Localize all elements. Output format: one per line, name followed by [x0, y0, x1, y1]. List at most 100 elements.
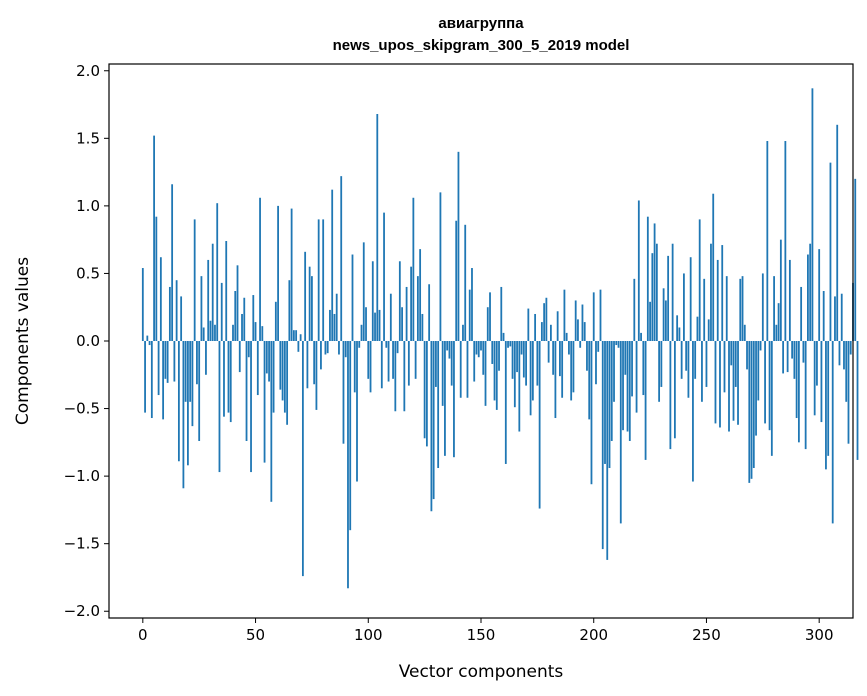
- bar-287: [788, 259, 791, 341]
- bar-181: [549, 324, 552, 341]
- bar-190: [570, 341, 573, 401]
- bar-59: [274, 301, 277, 341]
- bar-175: [536, 341, 539, 386]
- bar-36: [223, 341, 225, 417]
- bar-210: [615, 341, 618, 346]
- bar-142: [462, 324, 464, 341]
- y-axis-ticks: 2.0 1.5 1.0 0.5 0.0 −0.5 −1.0 −1.5 −2.0: [64, 62, 109, 620]
- bar-187: [563, 289, 566, 341]
- bar-28: [205, 341, 207, 375]
- bar-96: [358, 341, 361, 348]
- bar-223: [644, 341, 647, 460]
- bar-141: [459, 341, 462, 398]
- bar-23: [193, 219, 196, 341]
- bar-240: [683, 273, 685, 341]
- bar-105: [378, 309, 381, 341]
- bar-80: [322, 219, 325, 341]
- bar-156: [493, 341, 496, 401]
- bar-84: [331, 189, 334, 341]
- bar-22: [191, 341, 194, 427]
- bar-153: [486, 307, 489, 341]
- bar-92: [349, 341, 352, 531]
- bar-8: [159, 257, 162, 341]
- bar-298: [813, 341, 816, 416]
- bar-128: [430, 341, 433, 512]
- bar-306: [831, 341, 834, 524]
- bar-291: [797, 341, 800, 443]
- bar-4: [150, 341, 153, 419]
- bar-307: [834, 296, 836, 341]
- bar-100: [367, 341, 370, 379]
- bar-165: [513, 341, 516, 408]
- bar-216: [628, 341, 631, 441]
- bar-268: [746, 341, 748, 370]
- bar-161: [504, 341, 507, 464]
- bar-116: [403, 341, 406, 412]
- bar-124: [421, 313, 424, 341]
- bar-46: [245, 341, 248, 441]
- bar-252: [710, 243, 712, 341]
- bar-283: [779, 239, 782, 341]
- bar-140: [457, 151, 460, 341]
- bar-12: [168, 286, 171, 341]
- bar-222: [642, 341, 645, 396]
- bar-55: [265, 341, 268, 374]
- bar-125: [423, 341, 426, 439]
- bar-131: [437, 341, 440, 469]
- bar-54: [263, 341, 266, 463]
- bar-63: [283, 341, 286, 413]
- bar-17: [180, 296, 183, 341]
- bar-170: [525, 341, 527, 386]
- bar-53: [261, 326, 264, 341]
- bar-19: [184, 341, 187, 402]
- bar-305: [829, 162, 832, 341]
- bar-122: [416, 276, 419, 341]
- bar-245: [694, 341, 697, 379]
- bar-74: [308, 266, 311, 341]
- bar-133: [441, 341, 444, 406]
- bar-267: [743, 324, 746, 341]
- bar-109: [387, 341, 390, 382]
- bar-196: [583, 322, 586, 341]
- x-tick-label-4: 200: [579, 626, 608, 644]
- bar-164: [511, 341, 514, 379]
- bar-127: [428, 284, 431, 341]
- bar-167: [518, 341, 521, 432]
- bar-221: [640, 332, 642, 341]
- bar-121: [414, 341, 417, 379]
- bar-212: [619, 341, 622, 524]
- bar-20: [187, 341, 189, 466]
- bar-145: [468, 289, 471, 341]
- bar-215: [626, 341, 629, 432]
- bar-276: [764, 341, 766, 424]
- bar-297: [811, 88, 814, 341]
- x-axis-label: Vector components: [399, 662, 564, 682]
- bar-203: [599, 289, 602, 341]
- bar-149: [477, 341, 480, 358]
- bar-108: [385, 341, 388, 348]
- bar-26: [200, 276, 203, 341]
- bar-90: [344, 341, 347, 358]
- bar-217: [631, 341, 633, 397]
- bar-81: [324, 341, 327, 355]
- bar-273: [757, 341, 760, 401]
- bar-78: [317, 219, 320, 341]
- y-tick-label-3: 0.5: [76, 264, 100, 282]
- bar-29: [207, 259, 210, 341]
- bar-136: [448, 341, 451, 359]
- bar-243: [689, 257, 692, 341]
- bar-274: [759, 341, 762, 351]
- bar-239: [680, 341, 683, 379]
- bar-117: [405, 286, 408, 341]
- y-tick-label-1: 1.5: [76, 129, 100, 147]
- bar-38: [227, 341, 230, 413]
- bar-110: [389, 293, 392, 341]
- bar-14: [173, 341, 176, 382]
- bar-101: [369, 341, 372, 393]
- bar-193: [577, 319, 579, 341]
- bar-250: [705, 341, 708, 387]
- bar-191: [572, 341, 575, 393]
- bar-118: [407, 341, 410, 386]
- bar-39: [229, 341, 232, 423]
- bar-16: [177, 341, 180, 462]
